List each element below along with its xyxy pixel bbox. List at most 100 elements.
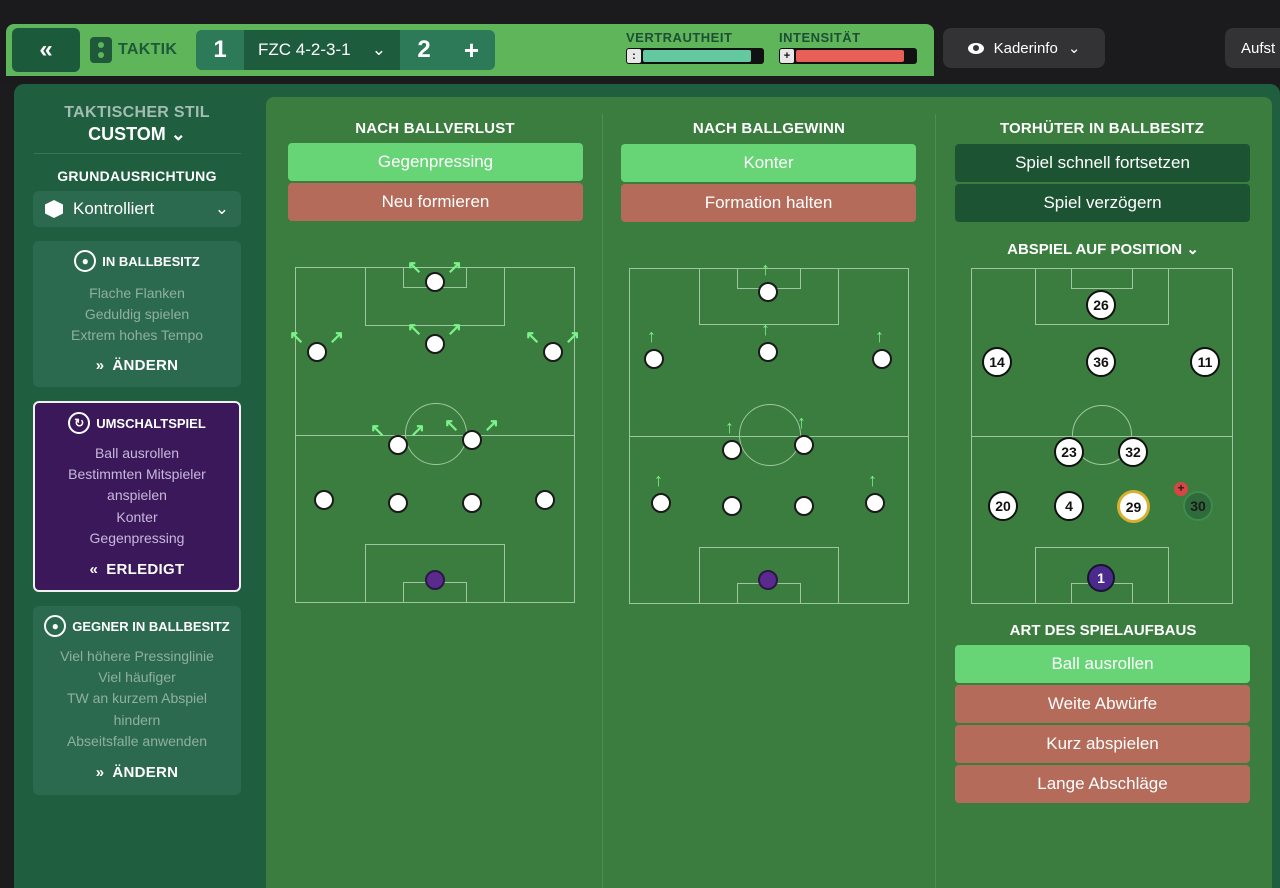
- instruction-line: Abseitsfalle anwenden: [66, 732, 208, 749]
- weite-abwuerfe-option[interactable]: Weite Abwürfe: [955, 685, 1250, 723]
- spiel-verzoegern-option[interactable]: Spiel verzögern: [955, 184, 1250, 222]
- goalkeeper-dot[interactable]: [758, 570, 778, 590]
- player-number-26[interactable]: 26: [1086, 290, 1116, 320]
- pitch-torhueter: [971, 268, 1233, 604]
- player-number-29-selected[interactable]: 29: [1117, 490, 1150, 523]
- add-tactic-button[interactable]: +: [463, 34, 480, 65]
- player-dot[interactable]: [462, 430, 482, 450]
- instruction-line: Viel höhere Pressinglinie: [60, 648, 214, 664]
- player-dot[interactable]: [425, 334, 445, 354]
- aendern-button[interactable]: » ÄNDERN: [33, 357, 241, 374]
- sidebar-divider: [34, 153, 241, 154]
- column-divider: [935, 114, 936, 888]
- player-dot[interactable]: [722, 440, 742, 460]
- spiel-schnell-fortsetzen-option[interactable]: Spiel schnell fortsetzen: [955, 144, 1250, 182]
- nach-ballverlust-title: NACH BALLVERLUST: [355, 120, 515, 137]
- instruction-line: Konter: [116, 508, 158, 525]
- player-dot[interactable]: [722, 496, 742, 516]
- formation-dropdown[interactable]: FZC 4-2-3-1 ⌄: [244, 30, 400, 70]
- player-dot[interactable]: [758, 282, 778, 302]
- player-number-36[interactable]: 36: [1086, 347, 1116, 377]
- ball-ausrollen-option[interactable]: Ball ausrollen: [955, 645, 1250, 683]
- abspiel-auf-position-dropdown[interactable]: ABSPIEL AUF POSITION ⌄: [958, 240, 1248, 258]
- arrow-up-icon: ↑: [761, 259, 770, 279]
- player-dot[interactable]: [388, 435, 408, 455]
- aendern-button[interactable]: » ÄNDERN: [33, 764, 241, 781]
- konter-option[interactable]: Konter: [621, 144, 916, 182]
- arrow-up-left-icon: ↖: [444, 415, 460, 435]
- grundausrichtung-label: GRUNDAUSRICHTUNG: [57, 168, 217, 184]
- player-dot[interactable]: [758, 342, 778, 362]
- goalkeeper-number-1[interactable]: 1: [1087, 564, 1115, 592]
- vertrautheit-meter: VERTRAUTHEIT :: [626, 30, 766, 64]
- player-dot[interactable]: [872, 349, 892, 369]
- arrow-up-left-icon: ↖: [525, 327, 541, 347]
- taktik-label: TAKTIK: [118, 41, 178, 58]
- kaderinfo-button[interactable]: Kaderinfo ⌄: [943, 28, 1105, 68]
- player-dot[interactable]: [865, 493, 885, 513]
- grundausrichtung-value: Kontrolliert: [73, 199, 155, 218]
- card-title: UMSCHALTSPIEL: [96, 415, 206, 431]
- aufstellung-button[interactable]: Aufst: [1225, 28, 1280, 68]
- intensitaet-meter: INTENSITÄT +: [779, 30, 919, 64]
- player-number-11[interactable]: 11: [1190, 347, 1220, 377]
- arrow-up-right-icon: ↗: [447, 257, 463, 277]
- instruction-line: Viel häufiger: [98, 669, 176, 686]
- erledigt-button[interactable]: « ERLEDIGT: [35, 561, 239, 578]
- player-number-30[interactable]: 30: [1183, 491, 1213, 521]
- center-circle: [739, 404, 801, 466]
- player-number-23[interactable]: 23: [1054, 437, 1084, 467]
- player-dot[interactable]: [535, 490, 555, 510]
- chevron-down-icon: ⌄: [1186, 241, 1199, 258]
- taktischer-stil-dropdown[interactable]: CUSTOM ⌄: [34, 124, 240, 145]
- intensity-plus-icon: +: [780, 49, 794, 63]
- plus-icon: +: [1174, 482, 1188, 496]
- arrow-up-icon: ↑: [797, 412, 806, 432]
- player-dot[interactable]: [794, 435, 814, 455]
- neu-formieren-option[interactable]: Neu formieren: [288, 183, 583, 221]
- tactic-slot-2-button[interactable]: 2: [417, 36, 431, 63]
- formation-label: FZC 4-2-3-1: [258, 40, 351, 59]
- intensitaet-label: INTENSITÄT: [779, 30, 861, 45]
- player-number-14[interactable]: 14: [982, 347, 1012, 377]
- stil-value: CUSTOM: [88, 124, 166, 144]
- ball-icon: ●: [74, 250, 97, 272]
- player-dot[interactable]: [794, 496, 814, 516]
- arrow-up-right-icon: ↗: [565, 327, 581, 347]
- tactic-slot-1-button[interactable]: 1: [196, 30, 244, 70]
- chevron-down-icon: ⌄: [371, 40, 386, 59]
- intensitaet-bar: +: [779, 48, 917, 64]
- lange-abschlaege-option[interactable]: Lange Abschläge: [955, 765, 1250, 803]
- player-dot[interactable]: [307, 342, 327, 362]
- player-dot[interactable]: [543, 342, 563, 362]
- player-number-32[interactable]: 32: [1118, 437, 1148, 467]
- art-des-spielaufbaus-title: ART DES SPIELAUFBAUS: [1009, 622, 1197, 639]
- vertrautheit-fill: [643, 50, 751, 62]
- pitch-nach-ballverlust: [295, 267, 575, 603]
- aendern-label: ÄNDERN: [112, 764, 179, 782]
- back-button[interactable]: «: [12, 28, 80, 72]
- arrow-up-left-icon: ↖: [370, 420, 386, 440]
- chevron-down-icon: ⌄: [1067, 40, 1081, 57]
- player-dot[interactable]: [462, 493, 482, 513]
- familiarity-icon: :: [627, 49, 641, 63]
- intensitaet-fill: [796, 50, 904, 62]
- player-dot[interactable]: [425, 272, 445, 292]
- kurz-abspielen-option[interactable]: Kurz abspielen: [955, 725, 1250, 763]
- player-dot[interactable]: [388, 493, 408, 513]
- grundausrichtung-dropdown[interactable]: Kontrolliert ⌄: [33, 191, 241, 227]
- player-number-4[interactable]: 4: [1054, 491, 1084, 521]
- arrow-up-icon: ↑: [725, 417, 734, 437]
- player-dot[interactable]: [644, 349, 664, 369]
- goalkeeper-dot[interactable]: [425, 570, 445, 590]
- player-dot[interactable]: [314, 490, 334, 510]
- instruction-line: Flache Flanken: [89, 285, 185, 301]
- arrow-up-left-icon: ↖: [407, 319, 423, 339]
- ball-icon: ●: [44, 615, 67, 637]
- taktik-title: TAKTIK: [90, 36, 177, 64]
- formation-halten-option[interactable]: Formation halten: [621, 184, 916, 222]
- tactics-board-icon: [90, 37, 112, 63]
- player-number-20[interactable]: 20: [988, 491, 1018, 521]
- gegenpressing-option[interactable]: Gegenpressing: [288, 143, 583, 181]
- player-dot[interactable]: [651, 493, 671, 513]
